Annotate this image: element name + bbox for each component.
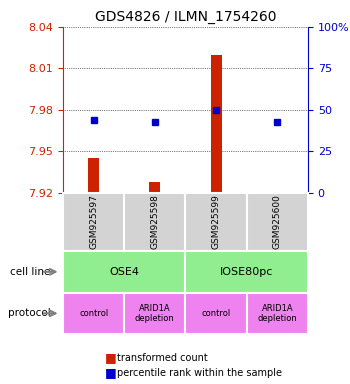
- Text: control: control: [202, 309, 231, 318]
- Bar: [211, 55, 222, 193]
- Text: control: control: [79, 309, 108, 318]
- FancyBboxPatch shape: [247, 293, 308, 334]
- Text: ■: ■: [105, 351, 117, 364]
- Bar: [149, 182, 160, 193]
- Text: percentile rank within the sample: percentile rank within the sample: [117, 368, 282, 378]
- FancyBboxPatch shape: [63, 193, 124, 251]
- FancyBboxPatch shape: [63, 293, 124, 334]
- Bar: [272, 192, 283, 193]
- Text: transformed count: transformed count: [117, 353, 208, 363]
- FancyBboxPatch shape: [63, 251, 186, 293]
- FancyBboxPatch shape: [247, 193, 308, 251]
- Title: GDS4826 / ILMN_1754260: GDS4826 / ILMN_1754260: [95, 10, 276, 25]
- Text: GSM925599: GSM925599: [212, 195, 220, 250]
- Text: GSM925600: GSM925600: [273, 195, 282, 250]
- FancyBboxPatch shape: [124, 293, 186, 334]
- FancyBboxPatch shape: [186, 251, 308, 293]
- FancyBboxPatch shape: [186, 193, 247, 251]
- Text: GSM925598: GSM925598: [150, 195, 159, 250]
- Text: ■: ■: [105, 366, 117, 379]
- Text: ARID1A
depletion: ARID1A depletion: [135, 304, 175, 323]
- Text: cell line: cell line: [10, 267, 51, 277]
- FancyBboxPatch shape: [186, 293, 247, 334]
- Bar: [88, 158, 99, 193]
- Text: protocol: protocol: [8, 308, 51, 318]
- Text: ARID1A
depletion: ARID1A depletion: [258, 304, 297, 323]
- FancyBboxPatch shape: [124, 193, 186, 251]
- Text: OSE4: OSE4: [109, 267, 139, 277]
- Text: IOSE80pc: IOSE80pc: [220, 267, 273, 277]
- Text: GSM925597: GSM925597: [89, 195, 98, 250]
